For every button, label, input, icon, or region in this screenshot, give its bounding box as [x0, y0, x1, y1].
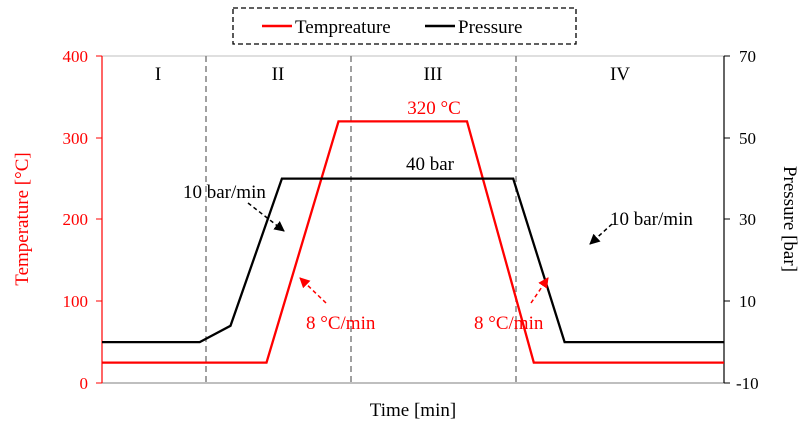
legend-label-pressure: Pressure	[458, 17, 522, 38]
right-tick-label: -10	[736, 374, 759, 393]
temperature-series-line	[102, 120, 724, 364]
y-axis-right-title: Pressure [bar]	[779, 166, 799, 272]
right-axis-ticks: -10 10 30 50 70	[724, 47, 759, 393]
left-tick-label: 100	[63, 292, 89, 311]
right-tick-label: 30	[739, 210, 756, 229]
annotation-pressure-ramp-up: 10 bar/min	[183, 182, 266, 203]
phase-label-4: IV	[610, 64, 630, 85]
left-tick-label: 300	[63, 129, 89, 148]
pressure-series-line	[102, 177, 724, 344]
left-tick-label: 200	[63, 210, 89, 229]
phase-label-3: III	[424, 64, 443, 85]
annotation-temperature-hold: 320 °C	[407, 98, 461, 119]
annotation-pressure-hold: 40 bar	[406, 154, 455, 175]
phase-dividers	[205, 56, 517, 383]
arrow-pressure-ramp-up	[247, 202, 285, 232]
arrow-temperature-ramp-up	[299, 277, 327, 304]
x-axis-title: Time [min]	[370, 400, 456, 421]
right-tick-label: 10	[739, 292, 756, 311]
annotation-temperature-ramp-up: 8 °C/min	[306, 313, 376, 334]
left-tick-label: 0	[80, 374, 89, 393]
arrow-temperature-ramp-down	[530, 277, 549, 304]
phase-label-2: II	[272, 64, 285, 85]
left-tick-label: 400	[63, 47, 89, 66]
right-tick-label: 50	[739, 129, 756, 148]
y-axis-left-title: Temperature [°C]	[12, 152, 33, 285]
phase-label-1: I	[155, 64, 161, 85]
annotation-temperature-ramp-down: 8 °C/min	[474, 313, 544, 334]
annotation-pressure-ramp-down: 10 bar/min	[610, 209, 693, 230]
legend: Tempreature Pressure	[232, 7, 577, 45]
right-tick-label: 70	[739, 47, 756, 66]
legend-label-temperature: Tempreature	[295, 17, 391, 38]
arrow-pressure-ramp-down	[589, 223, 613, 245]
left-axis-ticks: 0 100 200 300 400	[63, 47, 102, 393]
